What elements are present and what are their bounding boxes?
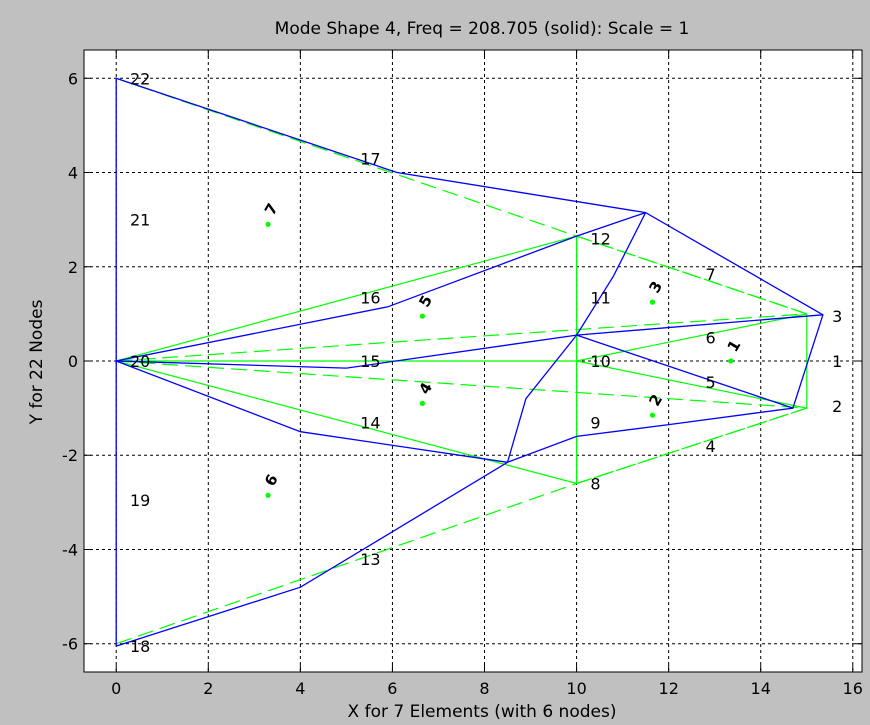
undeformed-dashed-line (116, 313, 807, 362)
y-axis-label: Y for 22 Nodes (27, 299, 47, 425)
element-marker (419, 313, 425, 319)
y-tick-label: 2 (68, 258, 78, 277)
y-tick-label: -6 (62, 635, 78, 654)
node-label: 15 (360, 352, 380, 371)
y-tick-label: -2 (62, 446, 78, 465)
node-label: 12 (590, 230, 610, 249)
node-label: 20 (130, 352, 150, 371)
element-marker (649, 412, 656, 418)
deformed-shape-line (576, 334, 794, 409)
node-label: 10 (590, 352, 610, 371)
node-label: 3 (832, 307, 842, 326)
node-label: 14 (360, 413, 380, 432)
undeformed-solid-line (116, 235, 577, 362)
x-axis-label: X for 7 Elements (with 6 nodes) (348, 702, 617, 722)
x-tick-label: 0 (111, 679, 121, 698)
undeformed-solid-line (116, 360, 577, 485)
element-marker (419, 400, 425, 406)
node-label: 17 (360, 149, 380, 168)
element-marker (649, 299, 656, 305)
plot-area: 1234567891011121314151617181920212212345… (62, 49, 863, 698)
node-label: 18 (130, 637, 150, 656)
x-tick-label: 6 (387, 679, 397, 698)
node-label: 7 (706, 265, 716, 284)
deformed-shape-line (116, 211, 646, 362)
node-label: 22 (130, 69, 150, 88)
deformed-shape-line (115, 77, 824, 647)
x-tick-label: 8 (479, 679, 489, 698)
chart-title: Mode Shape 4, Freq = 208.705 (solid): Sc… (275, 19, 690, 39)
node-label: 4 (706, 437, 716, 456)
node-label: 9 (590, 413, 600, 432)
x-tick-label: 14 (751, 679, 771, 698)
x-tick-label: 12 (659, 679, 679, 698)
element-marker (265, 221, 271, 227)
element-marker (728, 358, 734, 364)
x-tick-label: 4 (295, 679, 305, 698)
node-label: 6 (706, 328, 716, 347)
y-tick-label: -4 (62, 541, 78, 560)
node-label: 2 (832, 397, 842, 416)
node-label: 19 (130, 491, 150, 510)
element-marker (265, 492, 271, 498)
node-label: 1 (832, 352, 842, 371)
undeformed-dashed-line (116, 360, 807, 409)
undeformed-solid-line (576, 313, 807, 362)
deformed-shape-line (115, 360, 508, 463)
node-label: 5 (706, 373, 716, 392)
node-label: 16 (360, 288, 380, 307)
node-label: 8 (590, 475, 600, 494)
y-tick-label: 6 (68, 69, 78, 88)
deformed-shape-line (116, 314, 823, 369)
x-tick-label: 16 (843, 679, 863, 698)
y-tick-label: 4 (68, 164, 78, 183)
x-tick-label: 2 (203, 679, 213, 698)
undeformed-dashed-line (576, 235, 807, 315)
undeformed-dashed-line (576, 407, 807, 485)
y-tick-label: 0 (68, 352, 78, 371)
node-label: 11 (590, 288, 610, 307)
node-label: 13 (360, 550, 380, 569)
x-tick-label: 10 (566, 679, 586, 698)
node-label: 21 (130, 211, 150, 230)
